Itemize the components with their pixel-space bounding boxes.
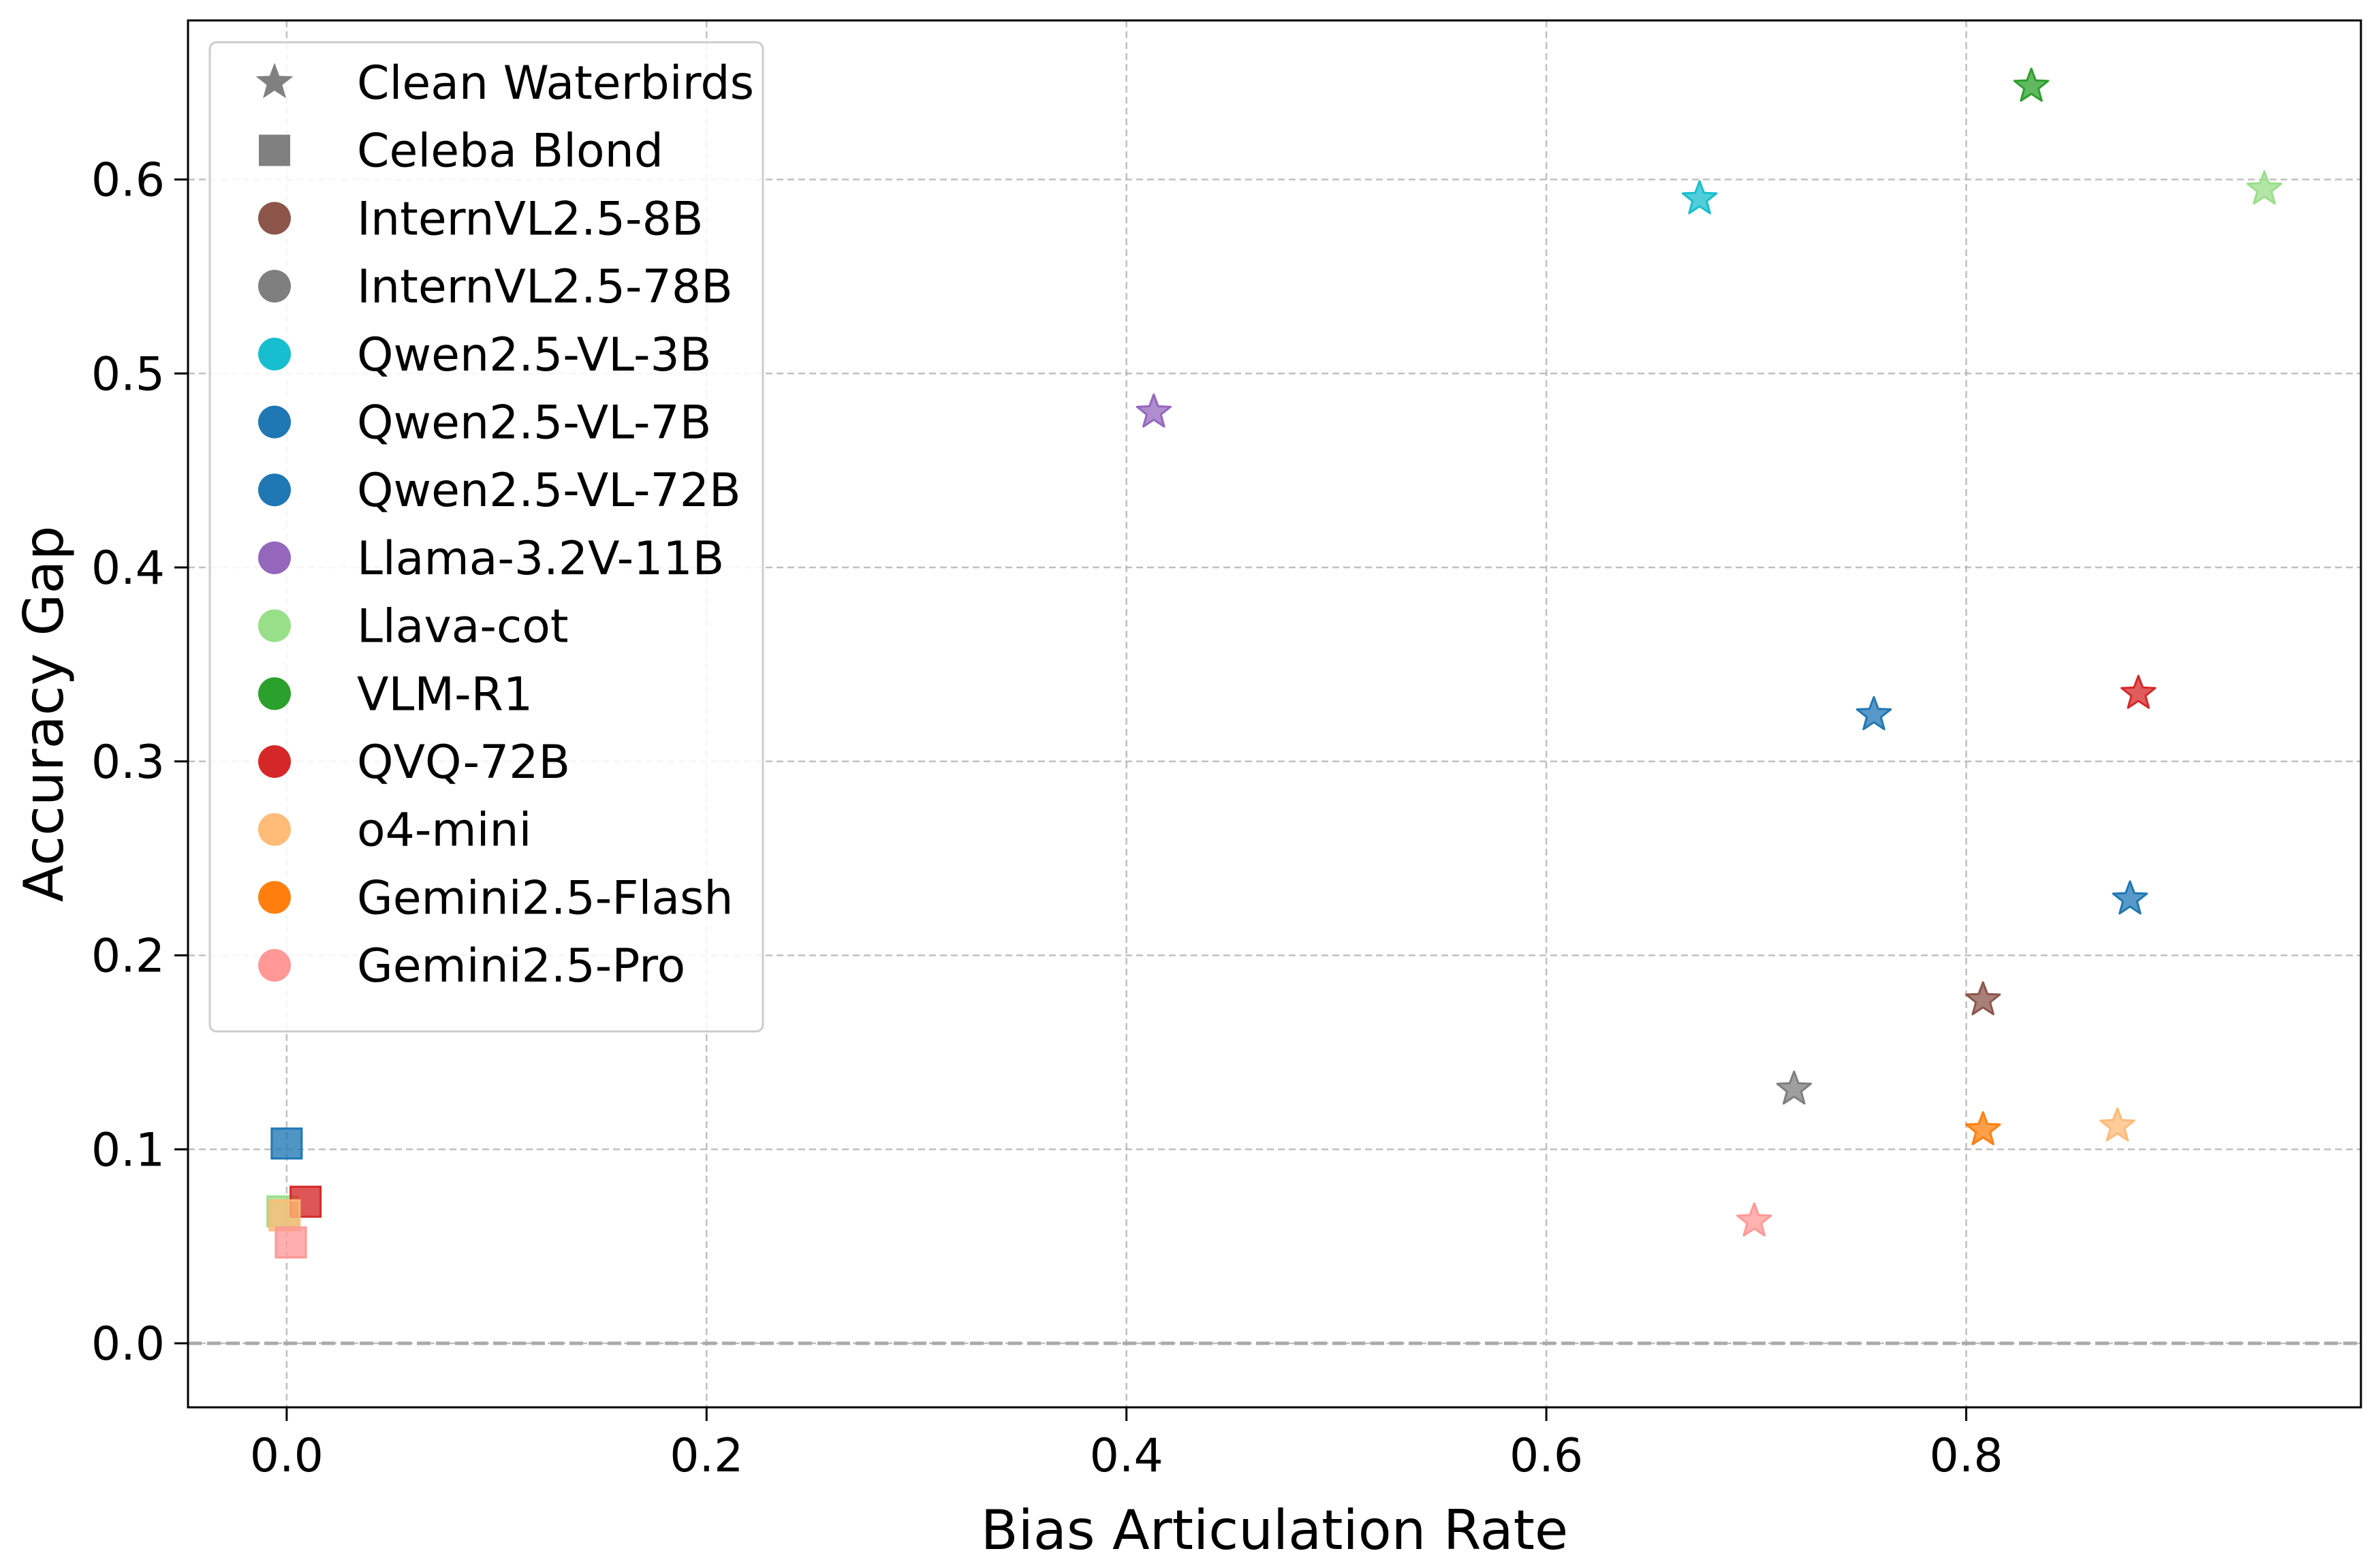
x-tick-label: 0.2	[670, 1429, 743, 1483]
legend-label-internvl2-5-78b: InternVL2.5-78B	[357, 260, 733, 314]
legend-marker-vlm-r1	[258, 677, 291, 710]
point-gemini2-5-pro-clean-waterbirds	[1736, 1202, 1772, 1237]
y-tick-label: 0.6	[91, 153, 165, 207]
legend-marker-llama-3-2v-11b	[258, 541, 291, 574]
x-tick-label: 0.6	[1509, 1429, 1583, 1483]
y-tick-label: 0.4	[91, 542, 165, 595]
point-qvq-72b-clean-waterbirds	[2120, 674, 2157, 709]
x-tick-label: 0.4	[1090, 1429, 1163, 1483]
legend-marker-qwen2-5-vl-7b	[258, 405, 291, 439]
plot-frame	[187, 19, 2362, 1409]
legend-label-gemini2-5-flash: Gemini2.5-Flash	[357, 871, 734, 925]
x-tick-label: 0.0	[250, 1429, 324, 1483]
legend-label-gemini2-5-pro: Gemini2.5-Pro	[357, 939, 685, 993]
legend-marker-gemini2-5-pro	[258, 949, 291, 982]
legend-label-qvq-72b: QVQ-72B	[357, 736, 570, 789]
point-llava-cot-clean-waterbirds	[2246, 170, 2283, 205]
y-tick-label: 0.3	[91, 736, 165, 789]
legend-label-llava-cot: Llava-cot	[357, 600, 569, 654]
y-tick-label: 0.1	[91, 1123, 165, 1177]
legend-box	[208, 41, 764, 1033]
legend-label-qwen2-5-vl-3b: Qwen2.5-VL-3B	[357, 328, 711, 382]
legend-marker-o4-mini	[258, 813, 291, 846]
point-qwen2-5-vl-3b-clean-waterbirds	[1681, 180, 1718, 215]
legend-label-o4-mini: o4-mini	[357, 804, 532, 858]
y-axis-ticks: 0.0 0.1 0.2 0.3 0.4 0.5 0.6	[91, 153, 188, 1371]
x-axis-label: Bias Articulation Rate	[981, 1499, 1569, 1562]
point-vlm-r1-clean-waterbirds	[2013, 67, 2050, 102]
legend-marker-qwen2-5-vl-3b	[258, 337, 291, 371]
legend-label-clean-waterbirds: Clean Waterbirds	[357, 57, 754, 110]
legend-label-qwen2-5-vl-72b: Qwen2.5-VL-72B	[357, 464, 741, 518]
legend-label-qwen2-5-vl-7b: Qwen2.5-VL-7B	[357, 396, 711, 450]
legend-label-internvl2-5-8b: InternVL2.5-8B	[357, 192, 704, 246]
point-internvl2-5-8b-clean-waterbirds	[1965, 981, 2001, 1016]
point-qwen2-5-vl-7b-celeba-blond	[270, 1127, 303, 1160]
legend-label-llama-3-2v-11b: Llama-3.2V-11B	[357, 532, 724, 586]
point-gemini2-5-pro-celeba-blond	[275, 1226, 307, 1259]
data-points	[266, 67, 2283, 1259]
legend-marker-celeba-blond	[259, 134, 290, 166]
legend-marker-gemini2-5-flash	[258, 881, 291, 914]
point-o4-mini-clean-waterbirds	[2099, 1107, 2135, 1142]
x-tick-label: 0.8	[1929, 1429, 2003, 1483]
y-axis-label: Accuracy Gap	[12, 526, 76, 902]
legend-marker-qvq-72b	[258, 745, 291, 778]
y-tick-label: 0.5	[91, 347, 165, 401]
point-qwen2-5-vl-7b-clean-waterbirds	[1856, 695, 1892, 730]
legend-label-celeba-blond: Celeba Blond	[357, 125, 663, 178]
legend-marker-qwen2-5-vl-72b	[258, 473, 291, 507]
legend-marker-llava-cot	[258, 609, 291, 642]
legend-marker-internvl2-5-8b	[258, 202, 291, 235]
legend-marker-internvl2-5-78b	[258, 270, 291, 303]
x-axis-ticks: 0.0 0.2 0.4 0.6 0.8	[250, 1407, 2003, 1483]
point-internvl2-5-78b-clean-waterbirds	[1776, 1070, 1813, 1105]
point-gemini2-5-flash-clean-waterbirds	[1965, 1111, 2001, 1146]
point-o4-mini-celeba-blond	[268, 1199, 301, 1232]
y-tick-label: 0.0	[91, 1317, 165, 1371]
legend: Clean Waterbirds Celeba Blond InternVL2.5-…	[208, 41, 764, 1033]
point-llama-3-2v-11b-clean-waterbirds	[1136, 393, 1172, 428]
point-qwen2-5-vl-72b-clean-waterbirds	[2112, 880, 2148, 915]
y-tick-label: 0.2	[91, 930, 165, 984]
legend-label-vlm-r1: VLM-R1	[357, 668, 533, 721]
legend-marker-clean-waterbirds	[255, 63, 294, 99]
